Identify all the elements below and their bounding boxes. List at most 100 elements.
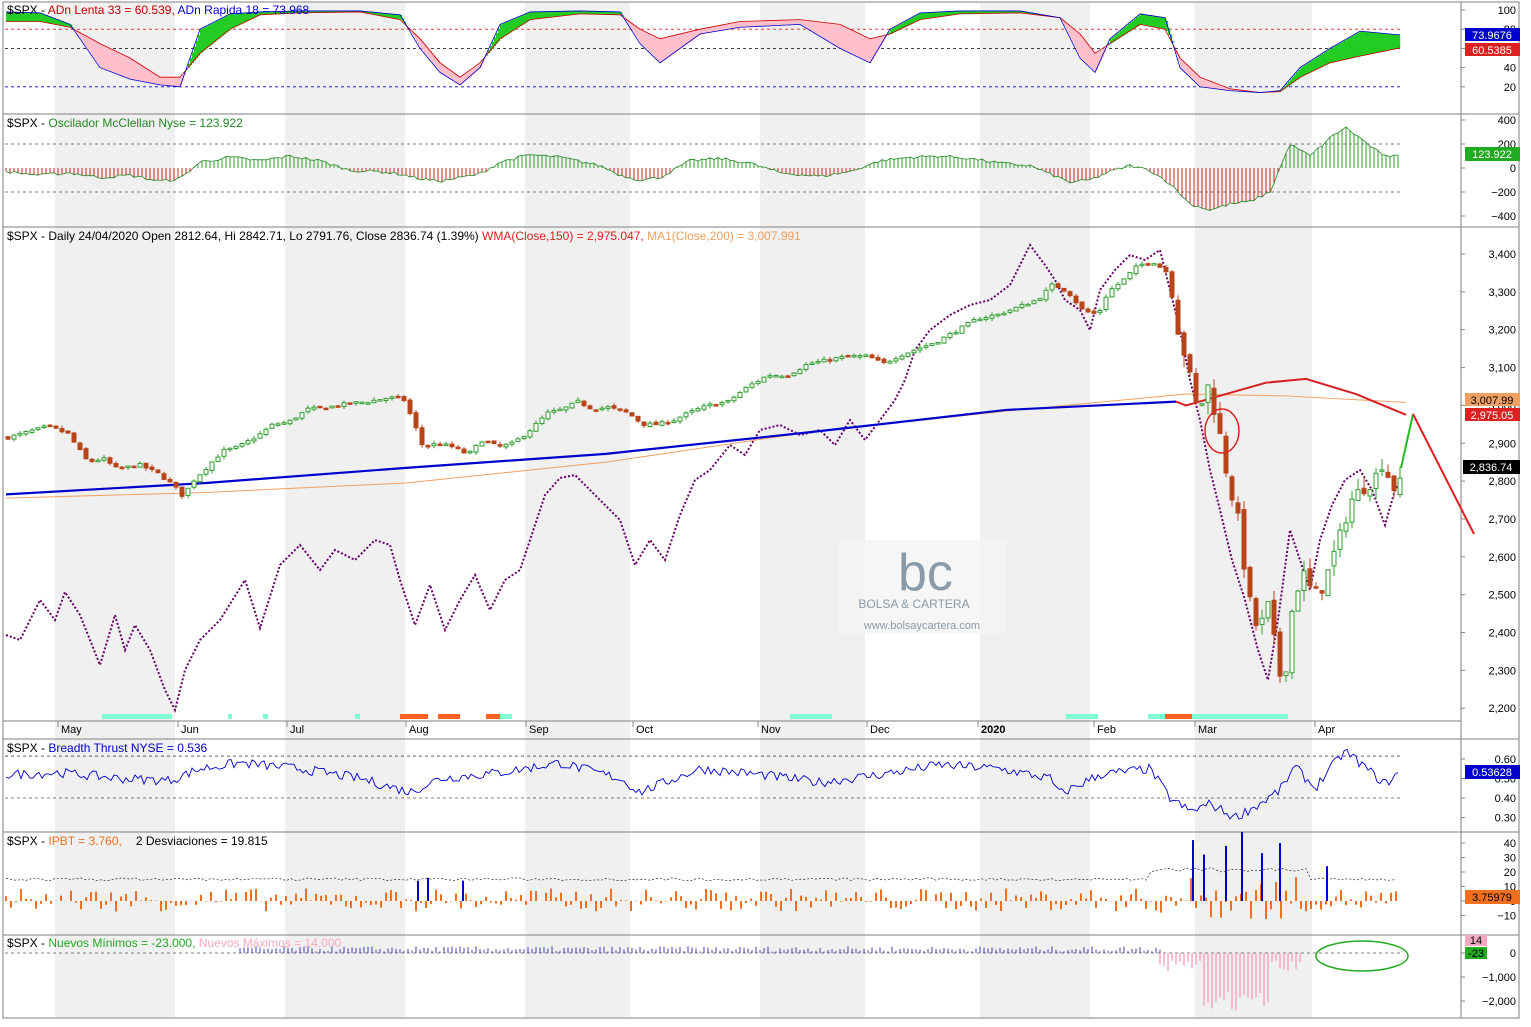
adn-fill — [798, 19, 801, 25]
candle-up — [599, 407, 605, 411]
adn-fill — [662, 38, 665, 62]
candle-down — [155, 469, 161, 474]
adn-fill — [316, 10, 319, 13]
breadth-title: $SPX - Breadth Thrust NYSE = 0.536 — [7, 741, 208, 755]
adn-fill — [48, 15, 51, 24]
adn-fill — [900, 23, 903, 30]
candle-down — [623, 409, 629, 413]
y-tick-label: 30 — [1504, 853, 1516, 865]
adn-fill — [1074, 29, 1077, 46]
candle-up — [803, 364, 809, 370]
adn-fill — [694, 30, 697, 39]
adn-fill — [972, 10, 975, 14]
candle-down — [1145, 263, 1151, 266]
candle-down — [437, 443, 443, 447]
signal-marker — [438, 714, 460, 719]
candle-up — [1109, 288, 1115, 298]
candle-down — [785, 375, 791, 378]
adn-fill — [920, 12, 923, 20]
adn-fill — [1232, 88, 1235, 91]
adn-fill — [1368, 31, 1371, 55]
adn-fill — [494, 37, 497, 46]
adn-fill — [654, 35, 657, 58]
adn-fill — [1172, 40, 1175, 43]
adn-fill — [878, 36, 881, 50]
adn-fill — [586, 11, 589, 14]
candle-down — [149, 466, 155, 470]
candle-down — [1361, 487, 1367, 495]
adn-fill — [566, 11, 569, 16]
candle-up — [275, 423, 281, 426]
candle-up — [749, 383, 755, 388]
mcclellan-badge: 123.922 — [1472, 149, 1512, 161]
adn-fill — [212, 23, 215, 44]
newlows-badge: -23 — [1468, 948, 1484, 960]
candle-down — [491, 440, 497, 445]
candle-up — [353, 401, 359, 404]
candle-up — [509, 441, 515, 445]
adn-fill — [398, 14, 401, 20]
adn-fast-badge: 73.9676 — [1472, 30, 1512, 42]
adn-fill — [760, 20, 763, 27]
candle-up — [1139, 263, 1145, 267]
adn-fill — [642, 30, 645, 46]
adn-fill — [950, 11, 953, 16]
candle-up — [341, 402, 347, 408]
adn-fill — [552, 11, 555, 18]
adn-fill — [62, 21, 65, 26]
adn-fill — [444, 65, 447, 75]
adn-fill — [652, 34, 655, 56]
adn-fill — [690, 31, 693, 42]
adn-fill — [304, 10, 307, 13]
adn-fill — [284, 11, 287, 14]
adn-fill — [580, 10, 583, 14]
adn-fill — [414, 33, 417, 39]
candle-up — [569, 402, 575, 409]
adn-fill — [846, 27, 849, 52]
adn-fill — [1242, 90, 1245, 92]
adn-fill — [618, 11, 621, 15]
month-label: Feb — [1097, 724, 1116, 736]
adn-fill — [1218, 84, 1221, 90]
adn-fill — [1208, 80, 1211, 88]
adn-fill — [134, 60, 137, 80]
adn-fill — [872, 38, 875, 60]
adn-fill — [1376, 32, 1379, 53]
adn-fill — [1336, 44, 1339, 62]
month-shade — [760, 3, 865, 1017]
adn-fill — [438, 60, 441, 70]
candle-down — [617, 408, 623, 411]
candle-up — [893, 358, 899, 362]
candle-down — [713, 404, 719, 407]
candle-up — [95, 459, 101, 463]
adn-fill — [664, 37, 667, 60]
adn-fill — [1184, 61, 1187, 72]
candle-up — [299, 412, 305, 419]
adn-fill — [926, 12, 929, 19]
adn-fill — [1236, 89, 1239, 92]
adn-fill — [808, 20, 811, 30]
candle-up — [815, 360, 821, 364]
adn-fill — [896, 25, 899, 32]
adn-fill — [966, 10, 969, 14]
adn-fill — [698, 29, 701, 36]
adn-fill — [530, 11, 533, 20]
adn-fill — [824, 22, 827, 39]
signal-marker — [263, 714, 268, 719]
adn-fill — [560, 11, 563, 17]
adn-fill — [198, 34, 201, 56]
candle-up — [791, 372, 797, 377]
adn-fill — [1234, 89, 1237, 91]
adn-fill — [168, 77, 171, 86]
candle-up — [1397, 477, 1403, 496]
adn-fill — [100, 43, 103, 68]
adn-fill — [606, 11, 609, 15]
adn-fill — [26, 12, 29, 22]
adn-fill — [812, 21, 815, 32]
candle-up — [1007, 309, 1013, 313]
adn-fill — [390, 13, 393, 18]
adn-fill — [1290, 79, 1293, 85]
adn-fill — [374, 12, 377, 15]
adn-fill — [320, 10, 323, 13]
